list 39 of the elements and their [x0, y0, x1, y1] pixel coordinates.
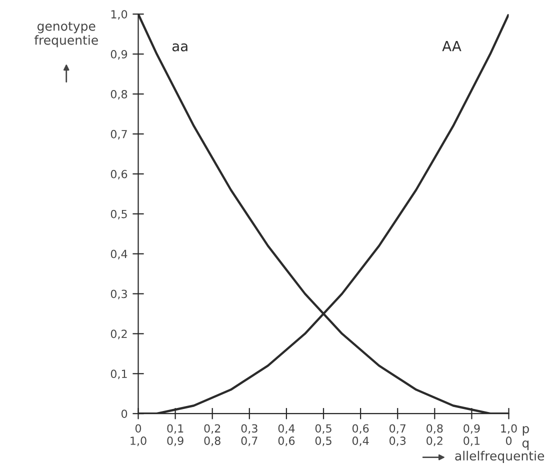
x2-tick-label: 0,7: [241, 436, 258, 446]
y-tick-label: 0,6: [110, 170, 128, 180]
x-tick-label: 0,8: [426, 424, 443, 434]
y-tick-label: 0,5: [110, 210, 127, 220]
y-tick-label: 0,8: [110, 90, 128, 100]
text: p: [522, 426, 529, 436]
x-tick-label: 0,2: [204, 424, 220, 434]
x-tick-label: 0,1: [167, 424, 184, 434]
y-axis-title: genotype frequentie: [34, 22, 98, 48]
x-tick-label: 0,5: [315, 424, 332, 434]
x-tick-label: 0,3: [241, 424, 258, 434]
x2-tick-label: 0,2: [426, 436, 442, 446]
y-tick-label: 0,2: [110, 330, 127, 340]
y-tick-label: 0,4: [110, 250, 128, 260]
x2-tick-label: 0,6: [278, 436, 295, 446]
x-tick-label: 0,7: [390, 424, 406, 434]
x2-tick-label: 0,9: [167, 436, 184, 446]
x2-tick-label: 0,1: [464, 436, 480, 446]
x2-tick-label: 0,5: [315, 436, 332, 446]
x2-tick-label: 0,4: [352, 436, 369, 446]
y-tick-label: 0,7: [110, 130, 127, 140]
x-tick-label: 0,6: [352, 424, 369, 434]
x2-tick-label: 0,3: [390, 436, 406, 446]
text: q: [522, 440, 529, 450]
y-tick-label: 0,3: [110, 290, 127, 300]
x-tick-label: 0: [135, 424, 142, 433]
y-tick-label: 0: [121, 410, 128, 418]
x2-tick-label: 0: [506, 436, 512, 445]
y-tick-label: 0,9: [110, 50, 128, 60]
x2-tick-label: 0,8: [204, 436, 220, 446]
x-axis-title: allelfrequentie: [455, 450, 544, 463]
series-label: AA: [442, 41, 462, 52]
y-tick-label: 1,0: [111, 10, 128, 20]
x-tick-label: 0,4: [278, 424, 295, 434]
series-label: aa: [172, 43, 188, 52]
x2-tick-label: 1,0: [130, 436, 146, 446]
x-tick-label: 1,0: [501, 424, 517, 434]
x-tick-label: 0,9: [464, 424, 480, 434]
y-tick-label: 0,1: [110, 370, 127, 380]
